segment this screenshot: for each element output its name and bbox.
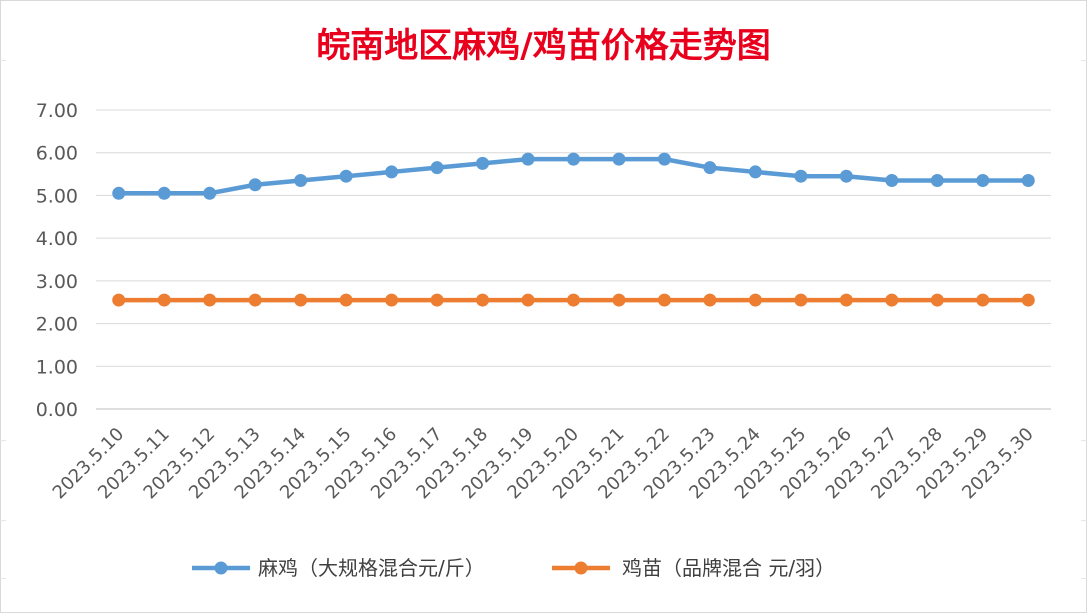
data-point	[930, 293, 944, 307]
sheet-gridline	[1081, 520, 1087, 521]
y-tick-label: 7.00	[36, 100, 78, 122]
legend-swatch-marker	[574, 561, 588, 575]
data-point	[885, 293, 899, 307]
chart-title: 皖南地区麻鸡/鸡苗价格走势图	[316, 26, 771, 66]
data-point	[612, 293, 626, 307]
series-layer	[112, 152, 1035, 307]
sheet-gridline	[1081, 578, 1087, 579]
data-point	[521, 152, 535, 166]
data-point	[1021, 293, 1035, 307]
data-point	[112, 186, 126, 200]
data-point	[748, 293, 762, 307]
data-point	[703, 161, 717, 175]
legend-swatch-marker	[214, 561, 228, 575]
data-point	[385, 165, 399, 179]
sheet-gridline	[0, 578, 6, 579]
data-point	[430, 293, 444, 307]
data-point	[203, 293, 217, 307]
data-point	[294, 293, 308, 307]
data-point	[248, 178, 262, 192]
sheet-gridline	[0, 520, 6, 521]
data-point	[1021, 173, 1035, 187]
sheet-gridline	[1081, 60, 1087, 61]
data-point	[476, 156, 490, 170]
data-point	[476, 293, 490, 307]
data-point	[339, 169, 353, 183]
data-point	[567, 293, 580, 307]
sheet-gridline	[0, 60, 6, 61]
data-point	[157, 186, 171, 200]
data-point	[839, 293, 853, 307]
data-point	[521, 293, 535, 307]
y-tick-label: 2.00	[36, 314, 78, 336]
y-tick-label: 0.00	[36, 399, 78, 421]
sheet-gridline	[0, 440, 6, 441]
data-point	[612, 152, 626, 166]
data-point	[203, 186, 217, 200]
y-tick-label: 1.00	[36, 356, 78, 378]
data-point	[294, 173, 308, 187]
data-point	[748, 165, 762, 179]
data-point	[157, 293, 171, 307]
sheet-gridline	[1081, 440, 1087, 441]
y-axis-ticks: 0.00 1.00 2.00 3.00 4.00 5.00 6.00 7.00	[36, 100, 78, 421]
data-point	[976, 293, 990, 307]
y-tick-label: 6.00	[36, 143, 78, 165]
legend: 麻鸡（大规格混合元/斤） 鸡苗（品牌混合 元/羽）	[192, 556, 835, 580]
data-point	[567, 152, 580, 166]
y-tick-label: 4.00	[36, 228, 78, 250]
data-point	[794, 169, 808, 183]
y-tick-label: 3.00	[36, 271, 78, 293]
y-tick-label: 5.00	[36, 185, 78, 207]
data-point	[657, 152, 671, 166]
data-point	[430, 161, 444, 175]
legend-label: 麻鸡（大规格混合元/斤）	[258, 556, 485, 580]
data-point	[657, 293, 671, 307]
data-point	[885, 173, 899, 187]
data-point	[339, 293, 353, 307]
data-point	[930, 173, 944, 187]
data-point	[248, 293, 262, 307]
data-point	[112, 293, 126, 307]
data-point	[703, 293, 717, 307]
legend-label: 鸡苗（品牌混合 元/羽）	[622, 556, 835, 580]
data-point	[794, 293, 808, 307]
x-axis-ticks: 2023.5.102023.5.112023.5.122023.5.132023…	[49, 424, 1038, 504]
data-point	[839, 169, 853, 183]
data-point	[385, 293, 399, 307]
data-point	[976, 173, 990, 187]
